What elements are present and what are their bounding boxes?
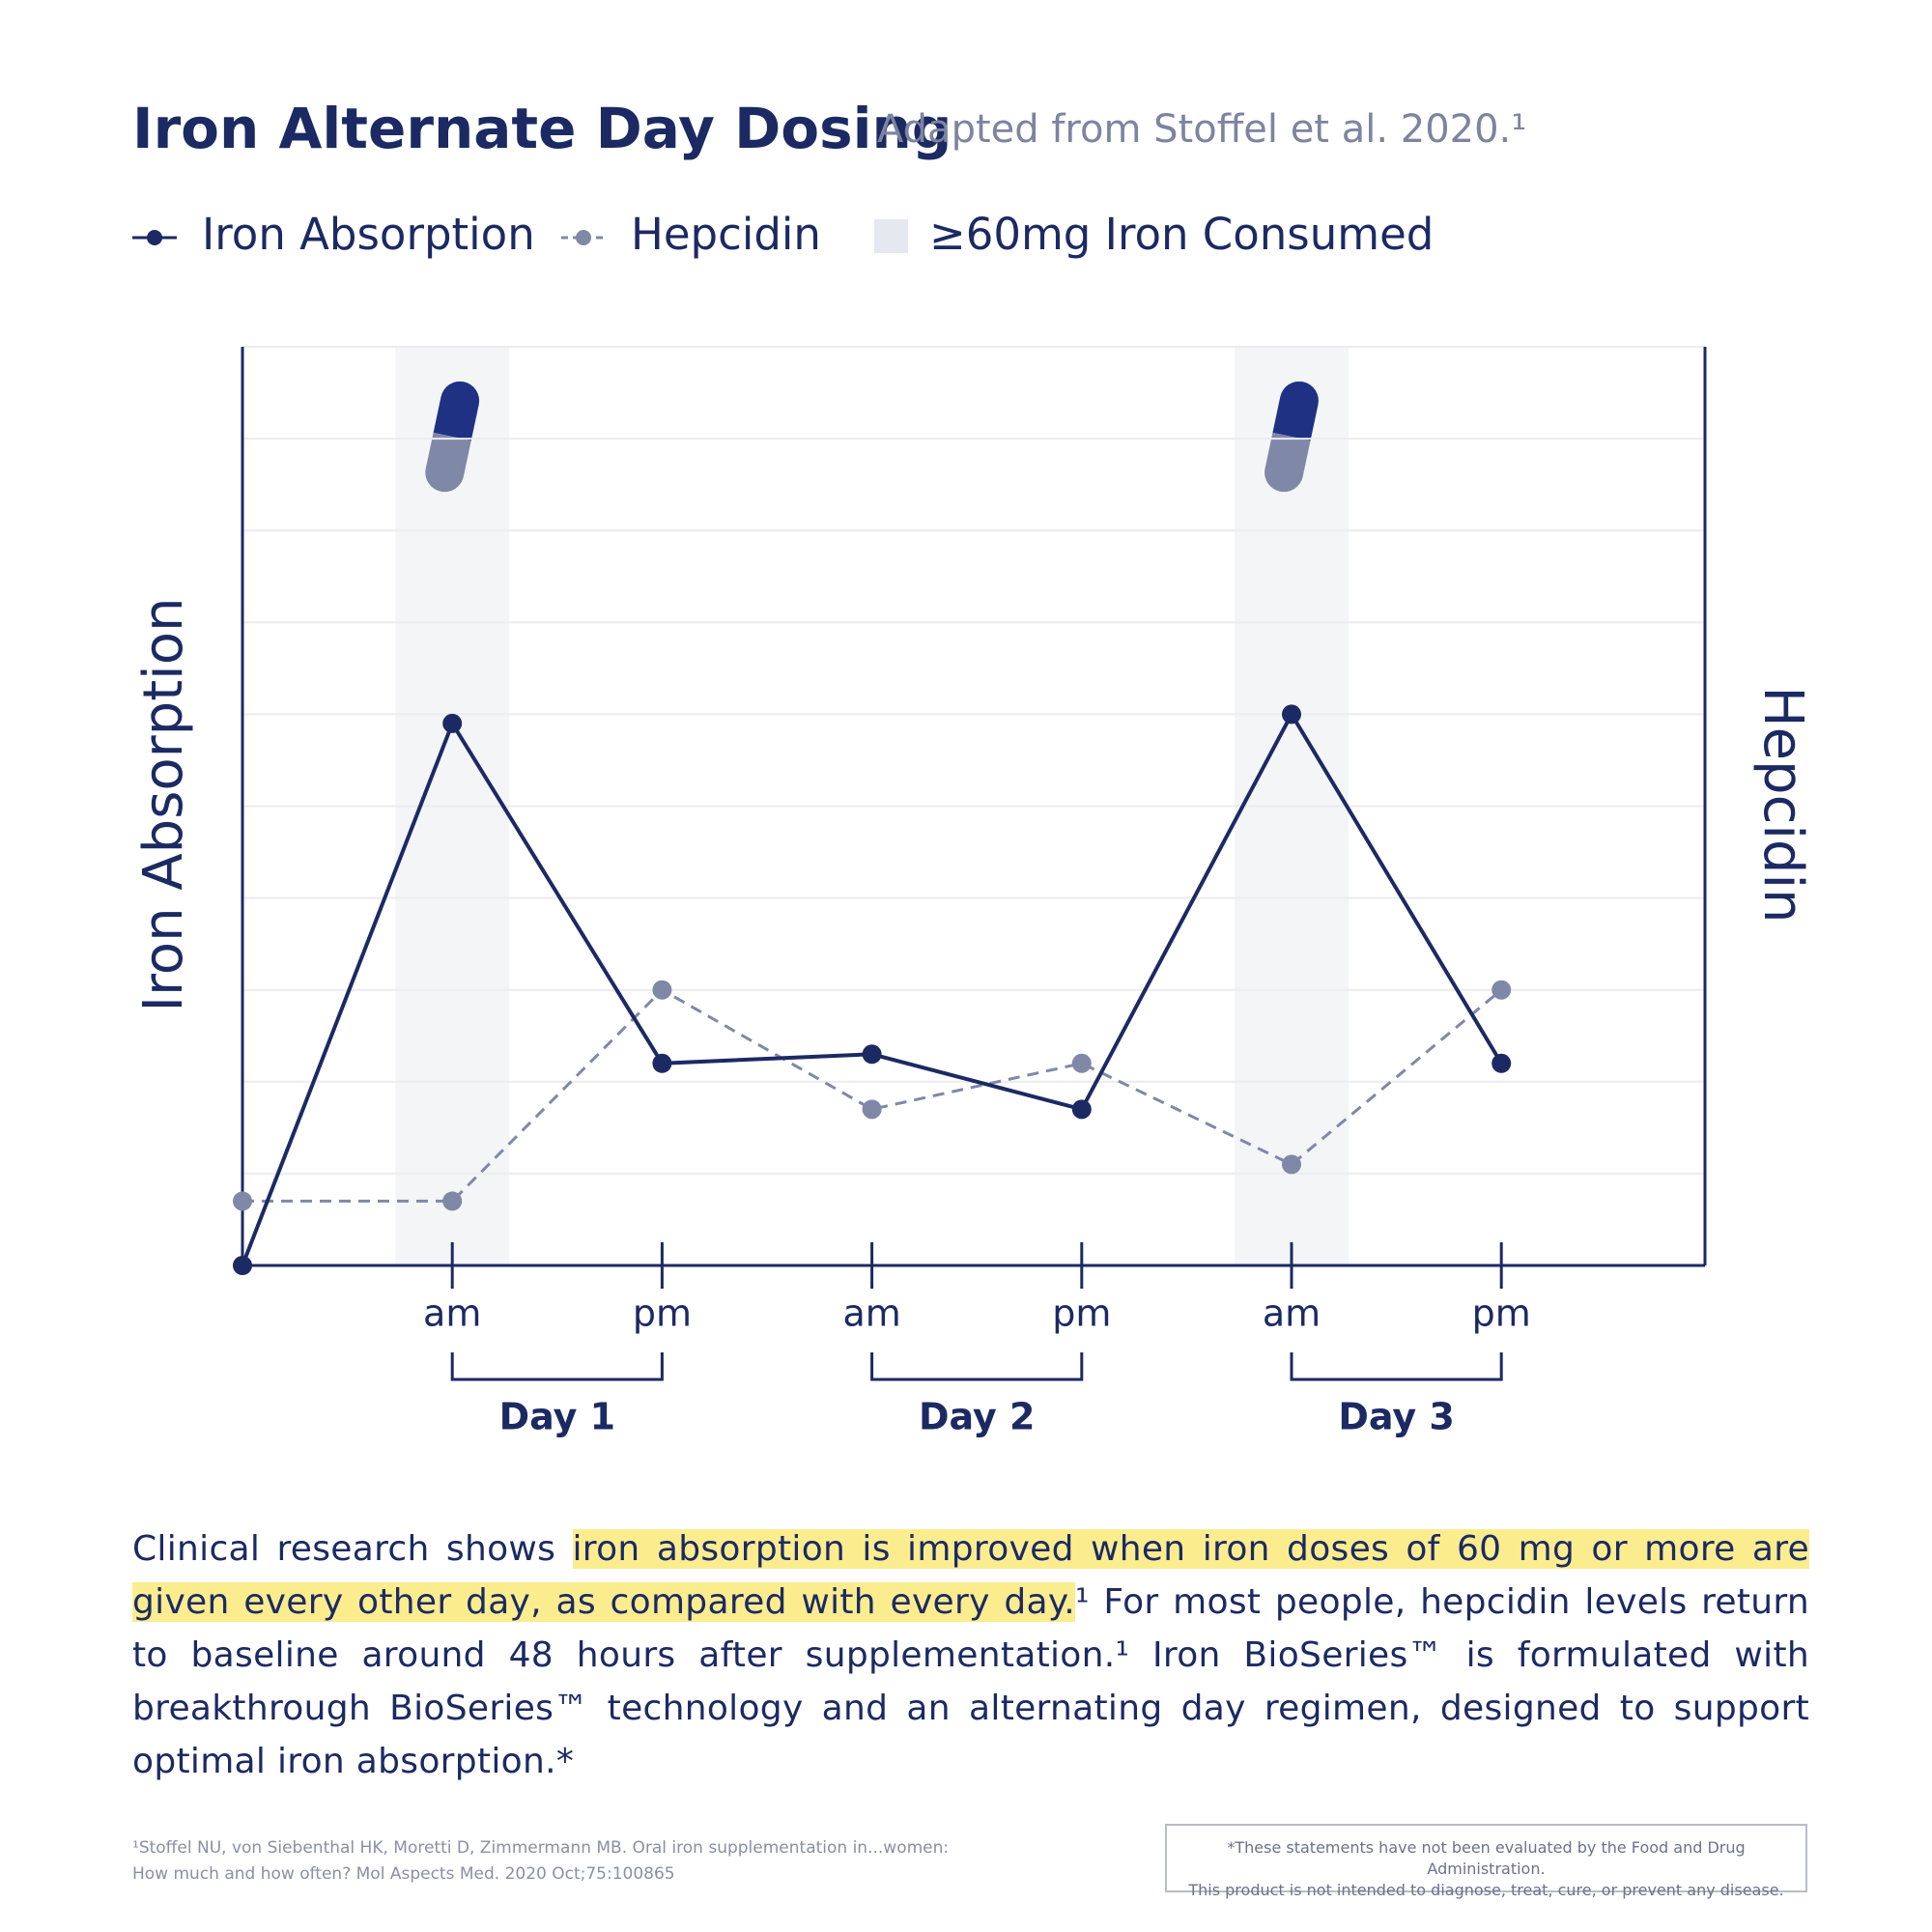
data-point [1492,980,1512,1000]
capsule-bottom [1264,432,1311,493]
chart-subtitle: Adapted from Stoffel et al. 2020.¹ [877,107,1526,152]
legend-label: Iron Absorption [202,209,535,260]
data-point [1071,1053,1092,1073]
data-point [1071,1099,1092,1120]
day-bracket [1290,1352,1503,1381]
capsule-icon [425,381,480,493]
capsule-top [1272,381,1319,441]
x-tick-label: pm [633,1293,692,1335]
legend-swatch [874,219,908,253]
body-text: Clinical research shows iron absorption … [132,1522,1809,1788]
day-label: Day 2 [919,1396,1035,1438]
chart-title: Iron Alternate Day Dosing [132,96,952,161]
data-point [1492,1053,1512,1073]
legend-label: ≥60mg Iron Consumed [929,209,1434,260]
x-tick-label: pm [1472,1293,1531,1335]
data-point [652,980,672,1000]
day-label: Day 3 [1338,1396,1454,1438]
legend-label: Hepcidin [631,209,821,260]
legend-swatch-dot [147,230,162,245]
day-bracket [450,1352,664,1381]
y-axis-label: Iron Absorption [132,598,195,1012]
x-tick-label: pm [1052,1293,1111,1335]
data-point [862,1044,882,1065]
data-point [1282,1154,1301,1175]
chart: Iron Alternate Day Dosing Adapted from S… [132,96,1814,1438]
x-tick-label: am [423,1293,481,1335]
data-point [652,1053,672,1073]
data-point [442,713,463,733]
footnote: ¹Stoffel NU, von Siebenthal HK, Moretti … [132,1835,949,1888]
data-point [442,1191,463,1211]
body-text-part: Clinical research shows [132,1529,573,1569]
x-tick-label: am [1263,1293,1321,1335]
legend-swatch-dot [576,230,591,245]
data-point [233,1191,252,1211]
footnote-line: ¹Stoffel NU, von Siebenthal HK, Moretti … [132,1838,950,1858]
disclaimer-line: *These statements have not been evaluate… [1227,1838,1746,1878]
day-bracket [870,1352,1084,1381]
data-point [233,1256,252,1275]
day-label: Day 1 [499,1396,615,1438]
x-tick-label: am [842,1293,900,1335]
disclaimer: *These statements have not been evaluate… [1165,1824,1807,1899]
capsule-top [433,381,480,441]
body-text-part: ¹ For most people, hepcidin levels retur… [132,1582,1809,1781]
y2-axis-label: Hepcidin [1751,686,1814,923]
data-point [862,1099,882,1120]
footnote-line: How much and how often? Mol Aspects Med.… [132,1864,675,1884]
capsule-icon [1264,381,1319,493]
capsule-bottom [425,432,471,493]
data-point [1282,704,1301,724]
disclaimer-line: This product is not intended to diagnose… [1188,1881,1784,1899]
